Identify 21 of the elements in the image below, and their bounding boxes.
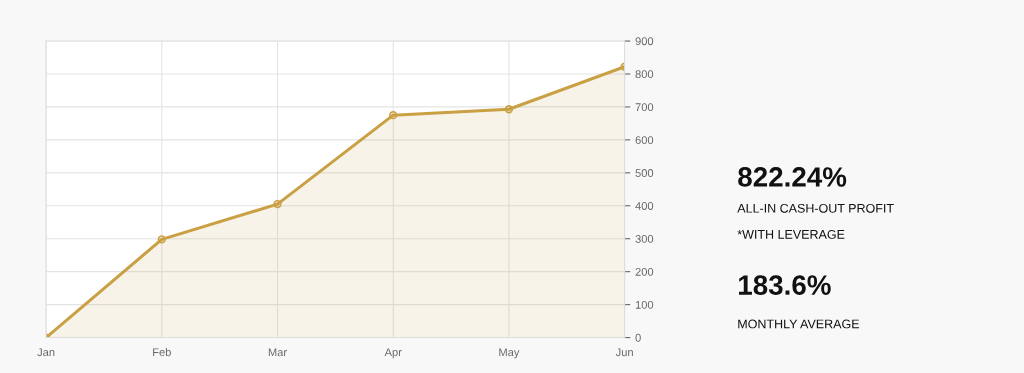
y-tick-label: 0 bbox=[635, 333, 641, 342]
y-tick-label: 700 bbox=[635, 103, 654, 112]
x-tick-label: Mar bbox=[268, 348, 287, 357]
x-tick-label: Jun bbox=[615, 348, 633, 357]
y-tick-label: 900 bbox=[635, 37, 654, 46]
y-tick-label: 600 bbox=[635, 136, 654, 145]
text: 183.6% bbox=[739, 275, 831, 295]
text: ALL-IN CASH-OUT PROFIT bbox=[737, 203, 894, 213]
y-tick-label: 200 bbox=[635, 267, 654, 276]
x-tick-label: Feb bbox=[153, 347, 171, 357]
y-tick-label: 100 bbox=[635, 300, 654, 309]
y-tick-label: 400 bbox=[635, 202, 654, 210]
y-tick-label: 300 bbox=[635, 234, 654, 243]
x-tick-label: May bbox=[499, 348, 520, 359]
text: *WITH LEVERAGE bbox=[737, 229, 845, 239]
text: MONTHLY AVERAGE bbox=[738, 319, 860, 329]
x-tick-label: Apr bbox=[384, 348, 402, 359]
y-tick-label: 800 bbox=[635, 70, 654, 79]
y-tick-label: 500 bbox=[635, 169, 654, 177]
x-tick-label: Jan bbox=[37, 348, 55, 357]
text: 822.24% bbox=[738, 167, 847, 187]
